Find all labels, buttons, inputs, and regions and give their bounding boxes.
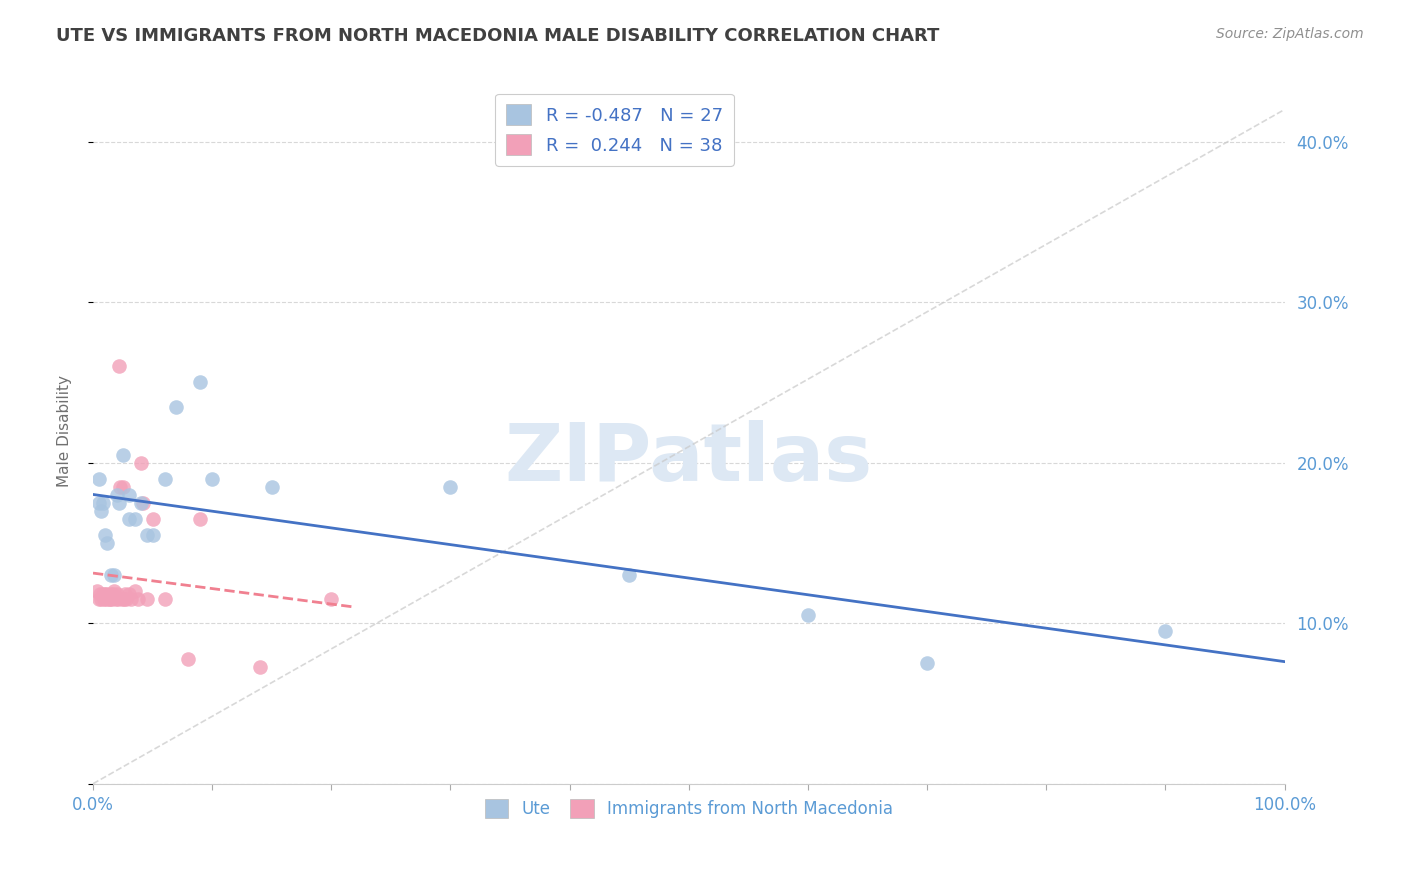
Point xyxy=(90,504,112,518)
Point xyxy=(129,456,152,470)
Point xyxy=(132,496,155,510)
Point xyxy=(91,496,114,510)
Point xyxy=(87,592,110,607)
Point xyxy=(120,592,142,607)
Point xyxy=(105,587,128,601)
Point xyxy=(89,587,111,601)
Legend: Ute, Immigrants from North Macedonia: Ute, Immigrants from North Macedonia xyxy=(478,792,900,825)
Point xyxy=(439,480,461,494)
Point xyxy=(94,528,117,542)
Point xyxy=(165,400,187,414)
Point xyxy=(321,592,343,607)
Point xyxy=(107,592,129,607)
Point xyxy=(142,528,165,542)
Point xyxy=(1154,624,1177,639)
Point xyxy=(619,568,641,582)
Point xyxy=(96,536,118,550)
Point xyxy=(87,472,110,486)
Point xyxy=(142,512,165,526)
Point xyxy=(153,472,176,486)
Point xyxy=(124,584,146,599)
Text: ZIPatlas: ZIPatlas xyxy=(505,420,873,498)
Point xyxy=(797,608,820,623)
Point xyxy=(101,592,124,607)
Point xyxy=(103,587,125,601)
Point xyxy=(94,587,117,601)
Point xyxy=(127,592,149,607)
Point xyxy=(118,488,141,502)
Point xyxy=(114,587,136,601)
Y-axis label: Male Disability: Male Disability xyxy=(58,375,72,487)
Point xyxy=(249,659,271,673)
Point xyxy=(90,592,112,607)
Point xyxy=(108,496,131,510)
Point xyxy=(103,584,125,599)
Point xyxy=(915,657,938,671)
Point xyxy=(100,568,122,582)
Point xyxy=(104,592,127,607)
Point xyxy=(135,528,157,542)
Point xyxy=(135,592,157,607)
Point xyxy=(96,587,118,601)
Point xyxy=(93,592,115,607)
Point xyxy=(111,448,134,462)
Point xyxy=(188,376,211,390)
Point xyxy=(118,587,141,601)
Point xyxy=(98,592,121,607)
Point xyxy=(110,480,132,494)
Point xyxy=(103,568,125,582)
Point xyxy=(129,496,152,510)
Point xyxy=(124,512,146,526)
Point xyxy=(112,592,135,607)
Point xyxy=(97,592,120,607)
Point xyxy=(87,496,110,510)
Point xyxy=(91,587,114,601)
Point xyxy=(110,592,132,607)
Point xyxy=(86,584,108,599)
Point xyxy=(100,587,122,601)
Point xyxy=(177,651,200,665)
Point xyxy=(153,592,176,607)
Point xyxy=(201,472,224,486)
Point xyxy=(260,480,283,494)
Point xyxy=(115,592,138,607)
Point xyxy=(105,488,128,502)
Text: Source: ZipAtlas.com: Source: ZipAtlas.com xyxy=(1216,27,1364,41)
Point xyxy=(118,512,141,526)
Point xyxy=(111,480,134,494)
Point xyxy=(188,512,211,526)
Text: UTE VS IMMIGRANTS FROM NORTH MACEDONIA MALE DISABILITY CORRELATION CHART: UTE VS IMMIGRANTS FROM NORTH MACEDONIA M… xyxy=(56,27,939,45)
Point xyxy=(108,359,131,374)
Point xyxy=(94,592,117,607)
